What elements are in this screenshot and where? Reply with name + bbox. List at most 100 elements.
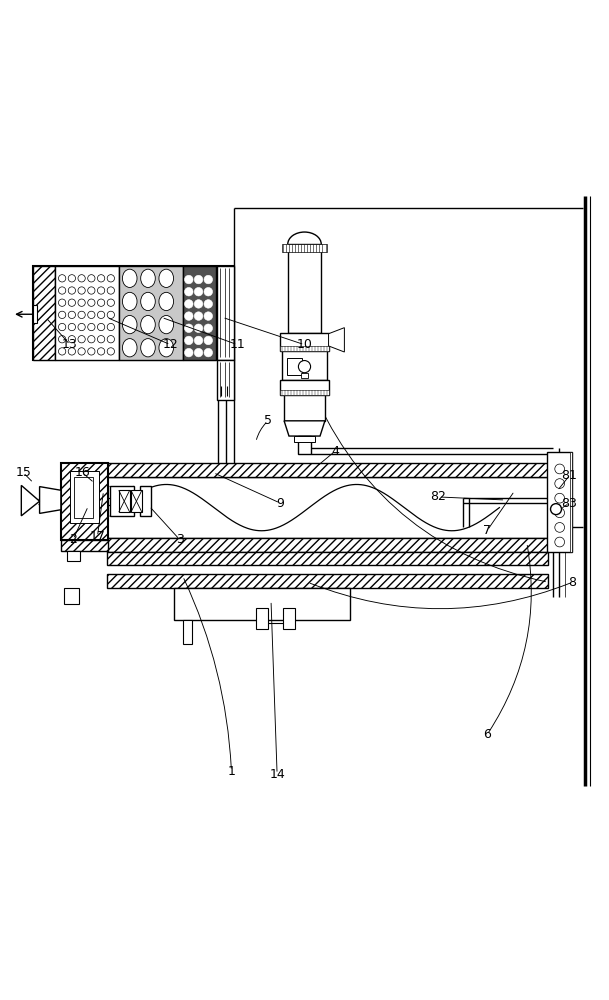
Polygon shape xyxy=(329,328,345,352)
Circle shape xyxy=(68,323,76,331)
Circle shape xyxy=(78,299,85,306)
Polygon shape xyxy=(21,485,40,516)
Bar xyxy=(107,477,548,538)
Text: 3: 3 xyxy=(176,533,183,546)
Bar xyxy=(281,351,328,380)
Bar xyxy=(107,538,548,552)
Circle shape xyxy=(107,275,114,282)
Bar xyxy=(55,266,119,360)
Text: 9: 9 xyxy=(276,497,284,510)
Circle shape xyxy=(58,299,66,306)
Bar xyxy=(256,608,268,629)
Circle shape xyxy=(194,324,203,333)
Circle shape xyxy=(204,312,213,320)
Circle shape xyxy=(68,287,76,294)
Text: 11: 11 xyxy=(230,338,245,351)
Circle shape xyxy=(88,275,95,282)
Bar xyxy=(140,486,151,516)
Text: 10: 10 xyxy=(297,338,312,351)
Bar xyxy=(280,333,329,351)
Bar xyxy=(107,552,548,565)
Circle shape xyxy=(107,311,114,319)
Ellipse shape xyxy=(122,269,137,287)
Bar xyxy=(70,471,99,523)
Polygon shape xyxy=(40,487,61,513)
Circle shape xyxy=(194,336,203,345)
Text: 13: 13 xyxy=(62,338,78,351)
Circle shape xyxy=(88,323,95,331)
Circle shape xyxy=(555,537,565,547)
Bar xyxy=(61,463,108,540)
Circle shape xyxy=(78,287,85,294)
Circle shape xyxy=(88,299,95,306)
Circle shape xyxy=(185,287,193,296)
Ellipse shape xyxy=(141,269,155,287)
Ellipse shape xyxy=(141,315,155,334)
Circle shape xyxy=(97,275,105,282)
Circle shape xyxy=(555,464,565,474)
Circle shape xyxy=(68,311,76,319)
Bar xyxy=(287,244,322,333)
Ellipse shape xyxy=(122,292,137,311)
Text: 7: 7 xyxy=(483,524,491,537)
Circle shape xyxy=(555,479,565,488)
Circle shape xyxy=(555,523,565,532)
Circle shape xyxy=(185,300,193,308)
Circle shape xyxy=(204,275,213,284)
Circle shape xyxy=(204,348,213,357)
Circle shape xyxy=(68,299,76,306)
Circle shape xyxy=(107,299,114,306)
Bar xyxy=(67,551,80,561)
Circle shape xyxy=(88,348,95,355)
Circle shape xyxy=(97,299,105,306)
Circle shape xyxy=(194,300,203,308)
Text: 1: 1 xyxy=(228,765,235,778)
Text: 2: 2 xyxy=(69,533,77,546)
Ellipse shape xyxy=(122,339,137,357)
Circle shape xyxy=(58,311,66,319)
Text: 14: 14 xyxy=(269,768,285,781)
Bar xyxy=(280,390,329,395)
Circle shape xyxy=(185,324,193,333)
Circle shape xyxy=(58,336,66,343)
Circle shape xyxy=(88,287,95,294)
Circle shape xyxy=(97,336,105,343)
Bar xyxy=(281,244,328,252)
Circle shape xyxy=(97,311,105,319)
Bar xyxy=(74,477,93,518)
Circle shape xyxy=(68,348,76,355)
Circle shape xyxy=(88,311,95,319)
Bar xyxy=(547,452,572,552)
Ellipse shape xyxy=(159,339,174,357)
Bar xyxy=(217,266,234,360)
Bar xyxy=(33,305,37,323)
Ellipse shape xyxy=(159,315,174,334)
Bar xyxy=(280,380,329,395)
Bar xyxy=(131,490,142,512)
Circle shape xyxy=(204,300,213,308)
Circle shape xyxy=(298,361,311,373)
Ellipse shape xyxy=(122,315,137,334)
Circle shape xyxy=(204,324,213,333)
Bar xyxy=(183,620,192,644)
Bar xyxy=(280,346,329,351)
Circle shape xyxy=(194,312,203,320)
Bar xyxy=(33,266,55,360)
Bar xyxy=(286,358,302,375)
Circle shape xyxy=(194,275,203,284)
Bar xyxy=(301,373,308,378)
Ellipse shape xyxy=(159,292,174,311)
Circle shape xyxy=(185,336,193,345)
Circle shape xyxy=(58,275,66,282)
Circle shape xyxy=(107,287,114,294)
Circle shape xyxy=(107,323,114,331)
Circle shape xyxy=(58,348,66,355)
Text: 81: 81 xyxy=(561,469,577,482)
Circle shape xyxy=(78,311,85,319)
Circle shape xyxy=(97,287,105,294)
Bar xyxy=(283,608,295,629)
Circle shape xyxy=(58,323,66,331)
Ellipse shape xyxy=(159,269,174,287)
Text: 6: 6 xyxy=(484,728,491,741)
Circle shape xyxy=(97,348,105,355)
